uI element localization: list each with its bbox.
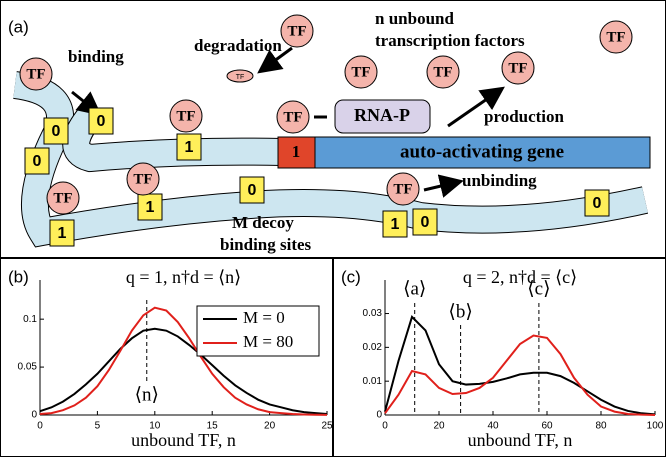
x-tick-label: 100 xyxy=(647,421,664,432)
binding-label: binding xyxy=(68,47,124,66)
y-tick-label: 0.03 xyxy=(363,308,383,319)
site-label: 0 xyxy=(52,123,61,140)
x-axis-label: unbound TF, n xyxy=(131,430,236,450)
series-line xyxy=(385,317,655,414)
panel-label: (c) xyxy=(341,267,361,286)
legend-label: M = 0 xyxy=(243,308,285,327)
degradation-label: degradation xyxy=(194,36,282,55)
x-axis-label: unbound TF, n xyxy=(468,430,573,450)
unbound-label: n unbound xyxy=(375,9,454,28)
gene-site-label: 1 xyxy=(292,142,301,161)
panel-label: (a) xyxy=(8,17,29,36)
x-tick-label: 60 xyxy=(541,421,553,432)
x-tick-label: 0 xyxy=(382,421,388,432)
tf-label: TF xyxy=(606,29,625,45)
tf-label: TF xyxy=(283,109,302,125)
legend-label: M = 80 xyxy=(243,332,293,351)
x-tick-label: 5 xyxy=(95,421,101,432)
x-tick-label: 25 xyxy=(321,421,333,432)
y-tick-label: 0 xyxy=(31,410,37,421)
x-tick-label: 0 xyxy=(37,421,43,432)
chart-title: q = 2, n†d = ⟨c⟩ xyxy=(463,267,577,287)
tf-label: TF xyxy=(351,64,370,80)
gene-label: auto-activating gene xyxy=(400,141,564,162)
x-tick-label: 20 xyxy=(264,421,276,432)
site-label: 1 xyxy=(146,199,155,216)
figure: 1 auto-activating gene RNA-P TF (a) bind… xyxy=(0,0,666,457)
rna-p-label: RNA-P xyxy=(354,105,410,125)
x-tick-label: 10 xyxy=(149,421,161,432)
x-tick-label: 80 xyxy=(595,421,607,432)
y-tick-label: 0.02 xyxy=(363,342,383,353)
tf-label: TF xyxy=(26,66,45,82)
site-label: 0 xyxy=(593,195,602,212)
marker-label: ⟨a⟩ xyxy=(403,278,426,299)
site-label: 1 xyxy=(391,216,400,233)
x-tick-label: 40 xyxy=(487,421,499,432)
unbound-label: transcription factors xyxy=(375,31,525,50)
tf-label: TF xyxy=(287,23,306,39)
decoy-label: M decoy xyxy=(232,213,294,232)
y-tick-label: 0.01 xyxy=(363,376,383,387)
y-tick-label: 0.05 xyxy=(18,362,38,373)
chart-title: q = 1, n†d = ⟨n⟩ xyxy=(126,267,241,287)
site-label: 0 xyxy=(421,214,430,231)
site-label: 0 xyxy=(33,153,42,170)
unbinding-label: unbinding xyxy=(462,171,537,190)
tf-label: TF xyxy=(53,190,72,206)
site-label: 0 xyxy=(248,182,257,199)
marker-label: ⟨c⟩ xyxy=(527,278,550,299)
decoy-label: binding sites xyxy=(220,235,312,254)
site-label: 1 xyxy=(185,139,194,156)
y-tick-label: 0.1 xyxy=(23,314,37,325)
tf-label: TF xyxy=(433,64,452,80)
site-label: 0 xyxy=(97,113,106,130)
x-tick-label: 20 xyxy=(433,421,445,432)
x-tick-label: 15 xyxy=(207,421,219,432)
y-tick-label: 0 xyxy=(376,410,382,421)
marker-label: ⟨b⟩ xyxy=(448,301,472,322)
panel-b-frame xyxy=(1,259,333,457)
site-label: 1 xyxy=(58,225,67,242)
tf-label: TF xyxy=(133,171,152,187)
panel-label: (b) xyxy=(8,267,29,286)
production-label: production xyxy=(484,107,565,126)
marker-label: ⟨n⟩ xyxy=(135,384,159,405)
small-tf-label: TF xyxy=(236,74,245,81)
tf-label: TF xyxy=(508,60,527,76)
tf-label: TF xyxy=(393,181,412,197)
tf-label: TF xyxy=(176,108,195,124)
